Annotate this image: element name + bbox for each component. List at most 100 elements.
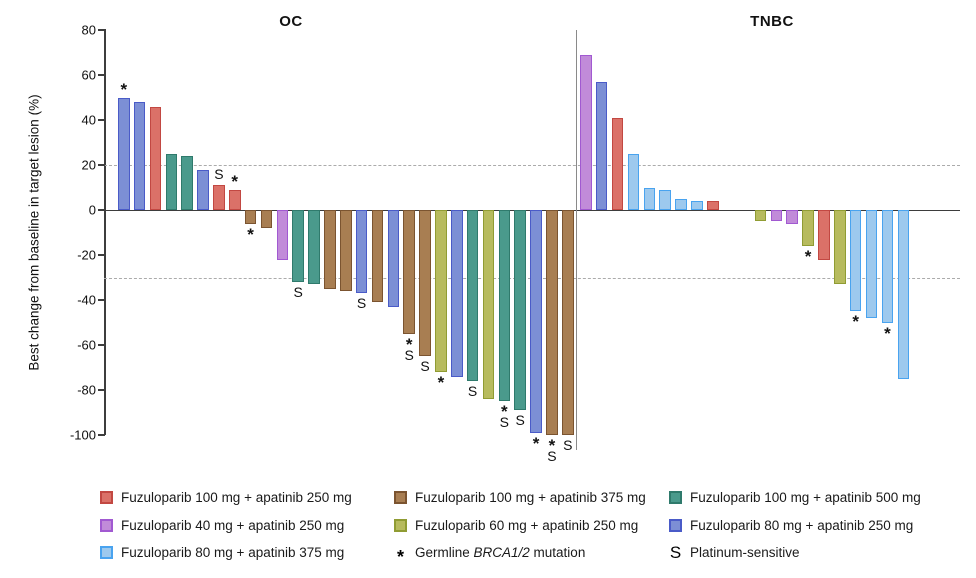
y-axis-label: Best change from baseline in target lesi…: [26, 94, 42, 371]
bar-oc-19: [403, 210, 415, 334]
y-tick: [98, 344, 105, 346]
brca-mutation-mark: *: [804, 247, 812, 266]
reference-line-20: [104, 165, 960, 166]
bar-tnbc-5: [643, 187, 655, 210]
brca-mutation-mark: *: [437, 373, 445, 392]
bar-tnbc-7: [675, 198, 687, 211]
bar-tnbc-16: [849, 210, 862, 312]
y-tick: [98, 209, 105, 211]
legend-item-f40a250: Fuzuloparib 40 mg + apatinib 250 mg: [100, 512, 352, 540]
bar-tnbc-10: [754, 210, 767, 222]
brca-mutation-mark: *: [247, 224, 254, 244]
legend-item-f100a250: Fuzuloparib 100 mg + apatinib 250 mg: [100, 484, 352, 512]
brca-mutation-mark: *: [405, 334, 413, 354]
bar-tnbc-4: [627, 153, 640, 211]
y-tick: [98, 254, 105, 256]
brca-mutation-mark: *: [501, 402, 508, 422]
bar-tnbc-19: [897, 210, 909, 379]
legend-label: Fuzuloparib 80 mg + apatinib 250 mg: [690, 517, 914, 533]
bar-tnbc-9: [707, 201, 719, 210]
platinum-sensitive-mark: S: [499, 414, 509, 431]
brca-mutation-mark: *: [231, 171, 239, 191]
bar-oc-11: [276, 210, 289, 260]
s-symbol: S: [669, 542, 682, 562]
legend-swatch: [394, 491, 407, 505]
legend-column-1: Fuzuloparib 100 mg + apatinib 250 mg Fuzu…: [100, 484, 352, 567]
y-tick-label: 80: [81, 22, 96, 38]
bar-oc-9: [244, 210, 257, 224]
y-tick: [98, 164, 105, 166]
legend-note-label: Platinum-sensitive: [690, 545, 800, 561]
y-tick: [98, 389, 105, 391]
y-tick-label: -80: [77, 382, 96, 398]
bar-tnbc-1: [580, 54, 592, 211]
bar-oc-27: [530, 210, 542, 433]
asterisk-symbol: *: [396, 546, 404, 567]
bar-tnbc-14: [818, 210, 830, 260]
legend-label: Fuzuloparib 80 mg + apatinib 375 mg: [121, 545, 345, 561]
bar-oc-2: [133, 102, 146, 210]
platinum-sensitive-mark: S: [214, 166, 224, 183]
legend-swatch: [394, 518, 407, 532]
y-tick-label: -20: [77, 247, 96, 263]
legend-item-f60a250: Fuzuloparib 60 mg + apatinib 250 mg: [394, 512, 646, 540]
bar-tnbc-6: [659, 189, 671, 211]
legend-item-f100a375: Fuzuloparib 100 mg + apatinib 375 mg: [394, 484, 646, 512]
legend-note-brca: * Germline BRCA1/2 mutation: [394, 539, 646, 567]
bar-oc-23: [466, 210, 479, 381]
platinum-sensitive-mark: S: [293, 284, 303, 300]
legend-item-f80a375: Fuzuloparib 80 mg + apatinib 375 mg: [100, 539, 352, 567]
bar-tnbc-2: [595, 81, 608, 211]
y-tick: [98, 434, 105, 436]
bar-oc-8: [229, 189, 241, 211]
platinum-sensitive-mark: S: [515, 412, 525, 429]
bar-oc-12: [292, 210, 304, 282]
y-tick-label: 40: [81, 112, 96, 128]
bar-oc-4: [165, 153, 178, 211]
bar-oc-24: [482, 210, 495, 399]
panel-title-tnbc: TNBC: [750, 13, 794, 30]
legend-label: Fuzuloparib 40 mg + apatinib 250 mg: [121, 517, 345, 533]
platinum-sensitive-mark: S: [404, 346, 414, 363]
legend-column-3: Fuzuloparib 100 mg + apatinib 500 mg Fuzu…: [669, 484, 921, 567]
legend-label: Fuzuloparib 60 mg + apatinib 250 mg: [415, 517, 639, 533]
brca-mutation-mark: *: [532, 433, 540, 453]
legend-swatch: [669, 518, 682, 532]
brca-mutation-mark: *: [852, 312, 859, 332]
panel-divider: [576, 30, 577, 450]
bar-tnbc-11: [770, 210, 782, 222]
panel-title-oc: OC: [279, 13, 303, 30]
brca-mutation-mark: *: [120, 79, 128, 99]
y-tick-label: -60: [77, 337, 96, 353]
bar-oc-25: [498, 210, 511, 402]
platinum-sensitive-mark: S: [420, 358, 430, 375]
y-tick-label: 60: [81, 67, 96, 83]
legend-swatch: [100, 546, 113, 560]
y-tick-label: -100: [69, 427, 96, 443]
y-tick-label: 0: [88, 202, 96, 218]
bar-oc-16: [355, 210, 368, 294]
legend-swatch: [100, 518, 113, 532]
bar-tnbc-18: [881, 210, 894, 323]
y-tick: [98, 299, 105, 301]
legend-label: Fuzuloparib 100 mg + apatinib 375 mg: [415, 490, 646, 506]
bar-oc-10: [260, 210, 273, 228]
legend-swatch: [669, 491, 682, 505]
legend-label: Fuzuloparib 100 mg + apatinib 250 mg: [121, 490, 352, 506]
platinum-sensitive-mark: S: [467, 383, 478, 399]
bar-tnbc-3: [611, 117, 624, 211]
bar-oc-17: [371, 210, 384, 303]
y-tick-label: -40: [77, 292, 96, 308]
bar-oc-18: [387, 210, 400, 307]
bar-oc-5: [181, 156, 193, 210]
platinum-sensitive-mark: S: [356, 295, 367, 312]
legend-item-f100a500: Fuzuloparib 100 mg + apatinib 500 mg: [669, 484, 921, 512]
platinum-sensitive-mark: S: [547, 448, 557, 464]
bar-oc-20: [419, 210, 431, 357]
y-axis-line: [104, 29, 106, 435]
y-tick: [98, 119, 105, 121]
brca-mutation-mark: *: [548, 436, 556, 455]
bar-tnbc-15: [834, 210, 846, 285]
bar-tnbc-8: [691, 201, 703, 210]
